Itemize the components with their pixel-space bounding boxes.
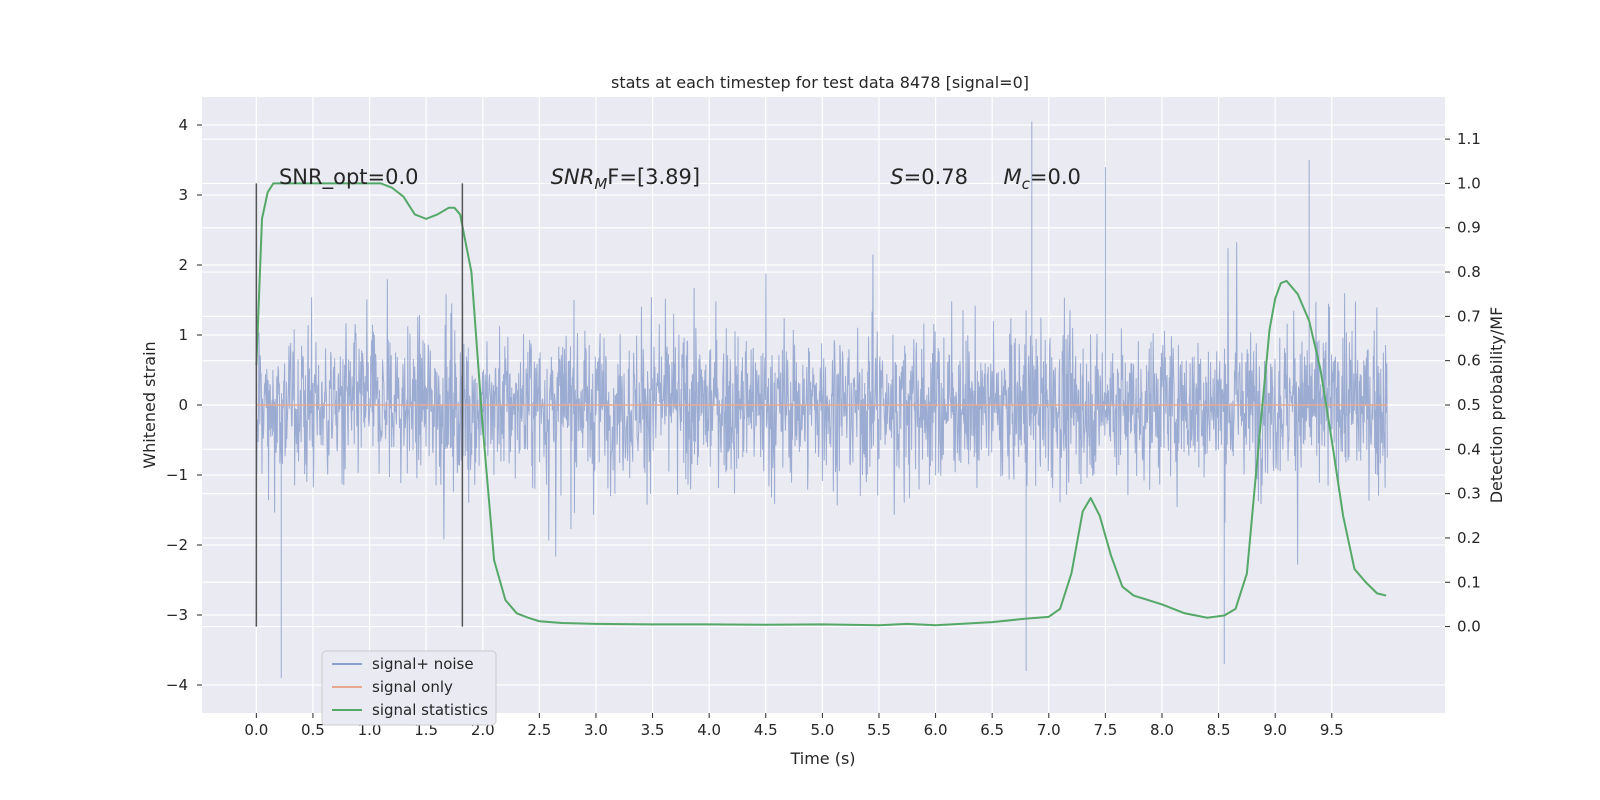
y-right-tick-label: 0.2 — [1457, 529, 1481, 547]
signal-statistics-line — [255, 182, 1387, 627]
x-tick-label: 2.5 — [527, 721, 551, 739]
y-left-tick-label: −2 — [166, 536, 188, 554]
y-right-tick-label: 0.8 — [1457, 263, 1481, 281]
x-tick-label: 8.5 — [1207, 721, 1231, 739]
series-signal-plus-noise — [255, 121, 1388, 678]
y-axis-right-ticks: 0.0 0.1 0.2 0.3 0.4 0.5 0.6 0.7 0.8 0.9 1.0 1.1 — [1445, 130, 1481, 636]
y-axis-right-label: Detection probability/MF — [1487, 307, 1506, 504]
y-right-tick-label: 0.0 — [1457, 618, 1481, 636]
y-right-tick-label: 0.3 — [1457, 485, 1481, 503]
y-axis-left-label: Whitened strain — [140, 341, 159, 468]
y-left-tick-label: −3 — [166, 606, 188, 624]
x-tick-label: 4.0 — [697, 721, 721, 739]
legend-entry-signal-only: signal only — [332, 678, 453, 696]
annotation-snr-mf: SNRMF=[3.89] — [551, 165, 700, 193]
y-left-tick-label: 0 — [178, 396, 188, 414]
y-left-tick-label: 1 — [178, 326, 188, 344]
x-tick-label: 8.0 — [1150, 721, 1174, 739]
x-tick-label: 9.5 — [1320, 721, 1344, 739]
y-right-tick-label: 0.4 — [1457, 440, 1481, 458]
vertical-markers — [255, 183, 464, 627]
x-tick-label: 5.5 — [867, 721, 891, 739]
y-right-tick-label: 0.6 — [1457, 352, 1481, 370]
y-right-tick-label: 0.1 — [1457, 573, 1481, 591]
chart-title: stats at each timestep for test data 847… — [611, 73, 1029, 92]
annotation-s: S=0.78 — [890, 165, 968, 189]
legend-label: signal statistics — [372, 701, 488, 719]
y-right-tick-label: 0.9 — [1457, 219, 1481, 237]
x-tick-label: 7.0 — [1037, 721, 1061, 739]
x-tick-label: 0.0 — [244, 721, 268, 739]
legend-label: signal+ noise — [372, 655, 474, 673]
annotation-mc: Mc=0.0 — [1003, 165, 1080, 193]
annotation-snr-opt-text: SNR_opt=0.0 — [279, 165, 419, 190]
y-left-tick-label: 3 — [178, 186, 188, 204]
y-right-tick-label: 0.5 — [1457, 396, 1481, 414]
line-series-layer — [255, 182, 1388, 627]
y-left-tick-label: −4 — [166, 676, 188, 694]
x-tick-label: 0.5 — [301, 721, 325, 739]
legend-box — [321, 650, 497, 726]
x-tick-label: 6.5 — [980, 721, 1004, 739]
x-tick-label: 7.5 — [1093, 721, 1117, 739]
y-right-tick-label: 0.7 — [1457, 307, 1481, 325]
y-left-tick-label: −1 — [166, 466, 188, 484]
legend-label: signal only — [372, 678, 453, 696]
legend: signal+ noise signal only signal statist… — [321, 650, 497, 726]
legend-entry-signal-plus-noise: signal+ noise — [332, 655, 474, 673]
y-right-tick-label: 1.1 — [1457, 130, 1481, 148]
x-tick-label: 3.5 — [641, 721, 665, 739]
legend-entry-signal-statistics: signal statistics — [332, 701, 488, 719]
x-axis-label: Time (s) — [789, 749, 855, 768]
x-tick-label: 4.5 — [754, 721, 778, 739]
x-tick-label: 9.0 — [1263, 721, 1287, 739]
y-left-tick-label: 2 — [178, 256, 188, 274]
annotations: SNR_opt=0.0 SNRMF=[3.89] S=0.78 Mc=0.0 — [279, 165, 1081, 193]
x-tick-label: 5.0 — [810, 721, 834, 739]
x-tick-label: 6.0 — [924, 721, 948, 739]
y-right-tick-label: 1.0 — [1457, 174, 1481, 192]
signal-plus-noise-line — [255, 121, 1388, 678]
y-left-tick-label: 4 — [178, 116, 188, 134]
annotation-snr-opt: SNR_opt=0.0 — [279, 165, 419, 190]
x-tick-label: 3.0 — [584, 721, 608, 739]
y-axis-left-ticks: −4 −3 −2 −1 0 1 2 3 4 — [166, 116, 202, 694]
